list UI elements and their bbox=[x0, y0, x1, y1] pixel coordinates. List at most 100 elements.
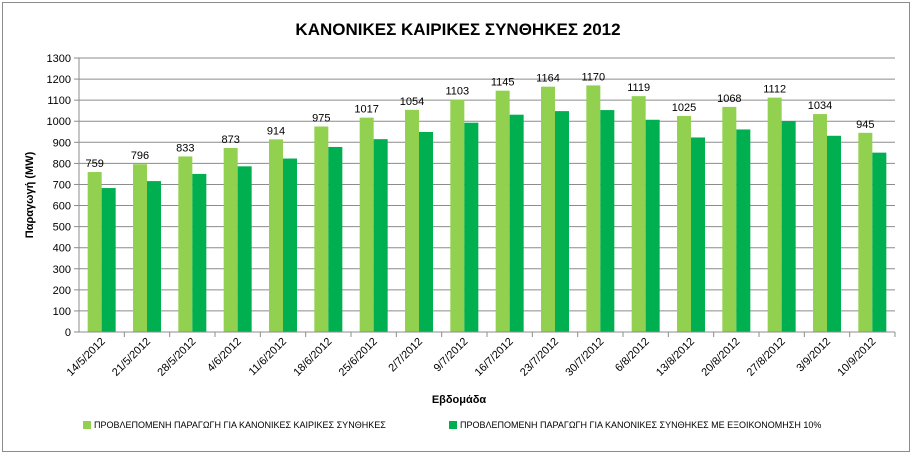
y-tick-label: 500 bbox=[53, 222, 71, 234]
y-tick-label: 1200 bbox=[47, 74, 71, 86]
bar-series-1 bbox=[405, 109, 419, 332]
bar-series-1 bbox=[450, 99, 465, 332]
bar-series-2 bbox=[147, 181, 161, 332]
legend-swatch bbox=[449, 421, 457, 429]
bars bbox=[87, 85, 887, 333]
bar-series-1 bbox=[586, 85, 601, 333]
x-tick-label: 6/8/2012 bbox=[613, 336, 652, 375]
x-tick-label: 21/5/2012 bbox=[110, 336, 153, 379]
data-label: 914 bbox=[267, 125, 285, 137]
gridlines bbox=[79, 57, 895, 312]
y-tick-label: 100 bbox=[53, 306, 71, 318]
bar-series-2 bbox=[419, 131, 433, 332]
bar-series-1 bbox=[631, 96, 646, 332]
x-tick-label: 28/5/2012 bbox=[155, 336, 198, 379]
legend-label: ΠΡΟΒΛΕΠΟΜΕΝΗ ΠΑΡΑΓΩΓΗ ΓΙΑ ΚΑΝΟΝΙΚΕΣ ΚΑΙΡ… bbox=[94, 420, 386, 430]
x-tick-label: 13/8/2012 bbox=[654, 336, 697, 379]
x-tick-label: 30/7/2012 bbox=[563, 336, 606, 379]
data-label: 1054 bbox=[400, 96, 424, 108]
y-tick-label: 1100 bbox=[47, 95, 71, 107]
y-tick-label: 400 bbox=[53, 243, 71, 255]
data-label: 975 bbox=[312, 113, 330, 125]
y-tick-label: 1300 bbox=[47, 53, 71, 65]
data-label: 796 bbox=[131, 150, 149, 162]
data-label: 1068 bbox=[717, 93, 741, 105]
bar-series-2 bbox=[509, 114, 524, 332]
x-tick-label: 25/6/2012 bbox=[337, 336, 380, 379]
bar-series-2 bbox=[237, 166, 252, 332]
y-tick-label: 200 bbox=[53, 285, 71, 297]
data-label: 1017 bbox=[354, 104, 378, 116]
bar-series-1 bbox=[495, 90, 510, 333]
bar-series-2 bbox=[328, 146, 343, 332]
bar-series-2 bbox=[872, 152, 887, 332]
bar-series-1 bbox=[87, 172, 102, 332]
legend: ΠΡΟΒΛΕΠΟΜΕΝΗ ΠΑΡΑΓΩΓΗ ΓΙΑ ΚΑΝΟΝΙΚΕΣ ΚΑΙΡ… bbox=[83, 420, 821, 430]
y-tick-label: 300 bbox=[53, 264, 71, 276]
bar-series-1 bbox=[722, 106, 737, 332]
x-tick-label: 4/6/2012 bbox=[205, 336, 244, 375]
data-labels: 759 796 833 873 914 975 1017 1054 1103 1145 1164 11… bbox=[85, 71, 874, 170]
y-tick-label: 0 bbox=[65, 327, 71, 339]
data-label: 945 bbox=[856, 119, 874, 131]
data-label: 1103 bbox=[446, 86, 470, 98]
y-tick-label: 600 bbox=[53, 201, 71, 213]
bar-series-1 bbox=[133, 164, 147, 332]
bar-series-1 bbox=[767, 97, 782, 332]
chart-title: ΚΑΝΟΝΙΚΕΣ ΚΑΙΡΙΚΕΣ ΣΥΝΘΗΚΕΣ 2012 bbox=[295, 20, 620, 39]
x-tick-label: 16/7/2012 bbox=[473, 336, 516, 379]
x-tick-label: 27/8/2012 bbox=[745, 336, 788, 379]
data-label: 759 bbox=[85, 158, 103, 170]
bar-series-1 bbox=[223, 147, 238, 332]
x-axis-title: Εβδομάδα bbox=[432, 394, 487, 406]
bar-series-1 bbox=[269, 139, 283, 332]
x-tick-label: 18/6/2012 bbox=[291, 336, 334, 379]
x-tick-label: 3/9/2012 bbox=[794, 336, 833, 375]
x-tick-label: 9/7/2012 bbox=[432, 336, 471, 375]
x-axis-ticks: 14/5/2012 21/5/2012 28/5/2012 4/6/2012 11/6/… bbox=[65, 332, 896, 379]
bar-series-2 bbox=[736, 129, 751, 332]
bar-series-1 bbox=[813, 114, 827, 333]
bar-series-2 bbox=[283, 158, 297, 332]
bar-series-2 bbox=[645, 119, 660, 332]
bar-series-1 bbox=[359, 117, 374, 332]
x-tick-label: 20/8/2012 bbox=[699, 336, 742, 379]
data-label: 1112 bbox=[763, 84, 786, 96]
y-tick-label: 1000 bbox=[47, 116, 71, 128]
x-tick-label: 2/7/2012 bbox=[386, 336, 425, 375]
data-label: 1164 bbox=[536, 73, 560, 85]
bar-series-1 bbox=[677, 115, 691, 332]
legend-label: ΠΡΟΒΛΕΠΟΜΕΝΗ ΠΑΡΑΓΩΓΗ ΓΙΑ ΚΑΝΟΝΙΚΕΣ ΣΥΝΘ… bbox=[460, 420, 821, 430]
x-tick-label: 23/7/2012 bbox=[518, 336, 561, 379]
data-label: 1119 bbox=[627, 82, 650, 94]
bar-chart: ΚΑΝΟΝΙΚΕΣ ΚΑΙΡΙΚΕΣ ΣΥΝΘΗΚΕΣ 2012 0 100 200… bbox=[24, 20, 896, 430]
bar-series-2 bbox=[464, 122, 479, 333]
data-label: 1170 bbox=[582, 71, 606, 83]
x-tick-label: 14/5/2012 bbox=[65, 336, 108, 379]
data-label: 833 bbox=[176, 142, 194, 154]
bar-series-1 bbox=[178, 156, 193, 332]
bar-series-2 bbox=[192, 173, 207, 332]
data-label: 1034 bbox=[808, 100, 832, 112]
bar-series-2 bbox=[101, 188, 116, 332]
y-axis-title: Παραγωγή (MW) bbox=[24, 151, 36, 238]
data-label: 873 bbox=[221, 134, 239, 146]
bar-series-2 bbox=[373, 139, 388, 332]
data-label: 1025 bbox=[672, 102, 696, 114]
y-axis-ticks: 0 100 200 300 400 500 600 700 800 900 1000 1100 1200… bbox=[47, 53, 79, 339]
bar-series-1 bbox=[858, 132, 873, 332]
data-label: 1145 bbox=[491, 77, 515, 89]
bar-series-1 bbox=[541, 86, 555, 332]
bar-series-2 bbox=[600, 110, 615, 332]
bar-series-2 bbox=[827, 135, 841, 332]
y-tick-label: 800 bbox=[53, 158, 71, 170]
y-tick-label: 900 bbox=[53, 137, 71, 149]
bar-series-2 bbox=[691, 137, 705, 332]
x-tick-label: 11/6/2012 bbox=[247, 336, 290, 379]
legend-swatch bbox=[83, 421, 91, 429]
bar-series-2 bbox=[781, 121, 796, 333]
bar-series-1 bbox=[314, 126, 329, 332]
y-tick-label: 700 bbox=[53, 179, 71, 191]
bar-series-2 bbox=[555, 111, 569, 332]
